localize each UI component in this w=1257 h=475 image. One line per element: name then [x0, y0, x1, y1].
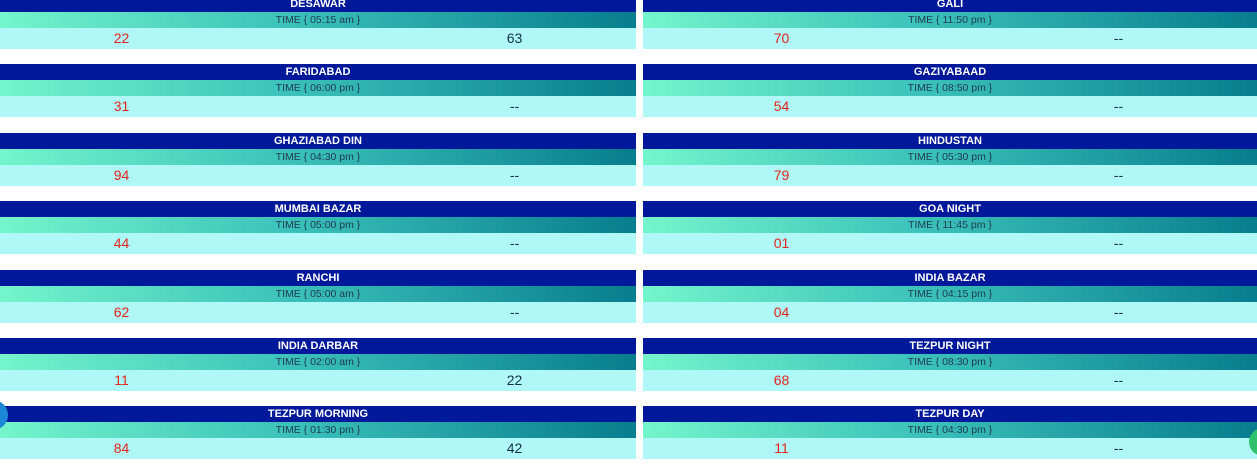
market-results: 62 --: [0, 301, 636, 323]
results-row: INDIA DARBAR TIME { 02:00 am } 11 22 TEZ…: [0, 337, 1257, 391]
market-time: TIME { 08:50 pm }: [643, 80, 1257, 97]
result-left: 79: [773, 166, 790, 183]
market-card[interactable]: INDIA BAZAR TIME { 04:15 pm } 04 --: [643, 269, 1257, 323]
market-card[interactable]: GALI TIME { 11:50 pm } 70 --: [643, 0, 1257, 49]
market-card[interactable]: TEZPUR MORNING TIME { 01:30 pm } 84 42: [0, 406, 636, 460]
result-right: --: [1113, 166, 1124, 183]
result-left: 70: [773, 30, 790, 46]
market-card[interactable]: INDIA DARBAR TIME { 02:00 am } 11 22: [0, 337, 636, 391]
result-right: --: [1113, 98, 1124, 115]
result-left: 31: [113, 98, 130, 115]
market-time: TIME { 05:30 pm }: [643, 148, 1257, 165]
result-left: 68: [773, 371, 790, 388]
result-left: 62: [113, 303, 130, 320]
result-right: --: [509, 235, 520, 252]
results-row: RANCHI TIME { 05:00 am } 62 -- INDIA BAZ…: [0, 269, 1257, 323]
market-card[interactable]: RANCHI TIME { 05:00 am } 62 --: [0, 269, 636, 323]
market-results: 11 22: [0, 369, 636, 391]
market-name: GHAZIABAD DIN: [0, 132, 636, 149]
market-time: TIME { 04:15 pm }: [643, 285, 1257, 302]
market-results: 01 --: [643, 233, 1257, 255]
whatsapp-icon[interactable]: [1249, 428, 1257, 456]
market-results: 22 63: [0, 28, 636, 49]
market-card[interactable]: TEZPUR DAY TIME { 04:30 pm } 11 --: [643, 406, 1257, 460]
market-card[interactable]: HINDUSTAN TIME { 05:30 pm } 79 --: [643, 132, 1257, 186]
market-time: TIME { 01:30 pm }: [0, 422, 636, 439]
market-name: INDIA BAZAR: [643, 269, 1257, 286]
result-right: --: [1113, 235, 1124, 252]
result-right: --: [1113, 440, 1124, 457]
market-results: 11 --: [643, 438, 1257, 460]
results-row: TEZPUR MORNING TIME { 01:30 pm } 84 42 T…: [0, 406, 1257, 460]
market-name: TEZPUR DAY: [643, 406, 1257, 423]
result-left: 54: [773, 98, 790, 115]
market-results: 04 --: [643, 301, 1257, 323]
market-card[interactable]: GOA NIGHT TIME { 11:45 pm } 01 --: [643, 201, 1257, 255]
result-right: --: [1113, 303, 1124, 320]
result-left: 22: [113, 30, 130, 46]
market-card[interactable]: GAZIYABAAD TIME { 08:50 pm } 54 --: [643, 64, 1257, 118]
result-left: 11: [774, 440, 789, 457]
chat-bubble-icon[interactable]: [0, 400, 8, 430]
market-name: MUMBAI BAZAR: [0, 201, 636, 218]
market-results: 84 42: [0, 438, 636, 460]
result-right: --: [509, 166, 520, 183]
result-right: --: [1113, 30, 1124, 46]
market-results: 31 --: [0, 96, 636, 118]
market-name: TEZPUR MORNING: [0, 406, 636, 423]
market-time: TIME { 06:00 pm }: [0, 80, 636, 97]
market-time: TIME { 05:00 am }: [0, 285, 636, 302]
result-right: 22: [506, 371, 523, 388]
result-right: 42: [506, 440, 523, 457]
market-card[interactable]: DESAWAR TIME { 05:15 am } 22 63: [0, 0, 636, 49]
market-time: TIME { 11:50 pm }: [643, 12, 1257, 28]
market-name: DESAWAR: [0, 0, 636, 12]
market-results: 68 --: [643, 369, 1257, 391]
market-name: RANCHI: [0, 269, 636, 286]
market-name: GAZIYABAAD: [643, 64, 1257, 81]
result-right: --: [509, 98, 520, 115]
market-results: 54 --: [643, 96, 1257, 118]
market-time: TIME { 05:15 am }: [0, 12, 636, 28]
market-results: 79 --: [643, 164, 1257, 186]
results-row: DESAWAR TIME { 05:15 am } 22 63 GALI TIM…: [0, 0, 1257, 49]
market-results: 44 --: [0, 233, 636, 255]
market-name: FARIDABAD: [0, 64, 636, 81]
results-row: GHAZIABAD DIN TIME { 04:30 pm } 94 -- HI…: [0, 132, 1257, 186]
market-name: GALI: [643, 0, 1257, 12]
market-time: TIME { 04:30 pm }: [0, 148, 636, 165]
market-time: TIME { 02:00 am }: [0, 353, 636, 370]
result-right: 63: [506, 30, 523, 46]
result-left: 01: [773, 235, 790, 252]
results-row: FARIDABAD TIME { 06:00 pm } 31 -- GAZIYA…: [0, 64, 1257, 118]
result-left: 84: [113, 440, 130, 457]
market-time: TIME { 05:00 pm }: [0, 217, 636, 234]
market-card[interactable]: GHAZIABAD DIN TIME { 04:30 pm } 94 --: [0, 132, 636, 186]
market-time: TIME { 04:30 pm }: [643, 422, 1257, 439]
market-name: HINDUSTAN: [643, 132, 1257, 149]
result-left: 04: [773, 303, 790, 320]
market-time: TIME { 11:45 pm }: [643, 217, 1257, 234]
market-results: 94 --: [0, 164, 636, 186]
result-left: 94: [113, 166, 130, 183]
result-left: 44: [113, 235, 130, 252]
market-card[interactable]: MUMBAI BAZAR TIME { 05:00 pm } 44 --: [0, 201, 636, 255]
market-time: TIME { 08:30 pm }: [643, 353, 1257, 370]
result-right: --: [1113, 371, 1124, 388]
market-name: INDIA DARBAR: [0, 337, 636, 354]
market-name: TEZPUR NIGHT: [643, 337, 1257, 354]
result-right: --: [509, 303, 520, 320]
market-card[interactable]: TEZPUR NIGHT TIME { 08:30 pm } 68 --: [643, 337, 1257, 391]
result-left: 11: [114, 371, 129, 388]
market-results: 70 --: [643, 28, 1257, 49]
market-card[interactable]: FARIDABAD TIME { 06:00 pm } 31 --: [0, 64, 636, 118]
results-row: MUMBAI BAZAR TIME { 05:00 pm } 44 -- GOA…: [0, 201, 1257, 255]
market-name: GOA NIGHT: [643, 201, 1257, 218]
